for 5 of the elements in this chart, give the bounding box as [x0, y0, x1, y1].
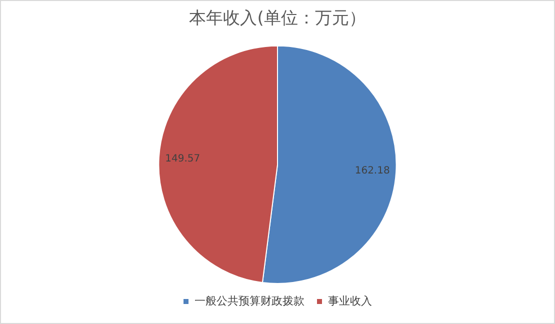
legend-label: 事业收入 — [328, 294, 372, 308]
data-label: 149.57 — [165, 153, 200, 164]
data-label: 162.18 — [354, 165, 390, 176]
legend-label: 一般公共预算财政拨款 — [194, 294, 304, 308]
chart-title: 本年收入(单位：万元） — [189, 8, 366, 29]
